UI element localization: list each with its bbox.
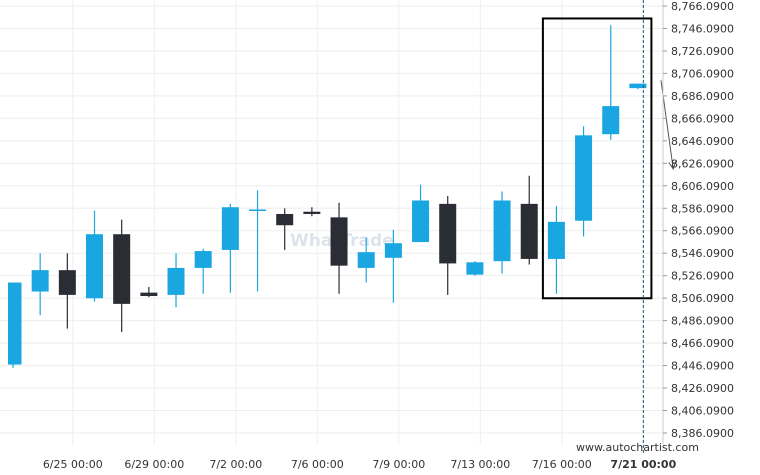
price-tick-label: 8,446.0900 [671, 360, 734, 373]
candle-body-up [575, 135, 593, 221]
price-tick-label: 8,766.0900 [671, 0, 734, 13]
candle-body-up [8, 282, 22, 365]
candle-body-up [412, 200, 430, 243]
time-tick-label: 6/29 00:00 [124, 458, 184, 471]
time-tick-label: 7/2 00:00 [209, 458, 262, 471]
candle-body-up [86, 234, 104, 299]
price-tick-label: 8,386.0900 [671, 427, 734, 440]
time-tick-label: 7/16 00:00 [532, 458, 592, 471]
time-tick-label: 7/6 00:00 [291, 458, 344, 471]
price-tick-label: 8,586.0900 [671, 202, 734, 215]
candle-body-up [547, 221, 565, 259]
price-tick-label: 8,666.0900 [671, 112, 734, 125]
candle-body-up [602, 106, 620, 135]
time-axis-labels: 6/25 00:00 6/29 00:00 7/2 00:00 7/6 00:00 7/… [43, 458, 677, 471]
candle-body-up [249, 209, 267, 211]
candles-group [8, 25, 647, 368]
candle-body-down [330, 217, 348, 266]
candle-body-up [31, 270, 49, 292]
price-tick-label: 8,646.0900 [671, 135, 734, 148]
candle-body-down [439, 203, 457, 264]
credit-text: www.autochartist.com [576, 441, 699, 454]
candle-body-up [629, 83, 647, 89]
candle-body-up [194, 251, 212, 268]
candle-body-up [221, 207, 239, 250]
price-tick-label: 8,486.0900 [671, 315, 734, 328]
price-tick-label: 8,466.0900 [671, 337, 734, 350]
candle-body-down [276, 213, 294, 226]
price-tick-label: 8,526.0900 [671, 270, 734, 283]
candle-body-up [493, 200, 511, 262]
candle-body-down [140, 292, 158, 297]
price-axis-labels: 8,766.0900 8,746.0900 8,726.0900 8,706.0900… [663, 0, 734, 440]
price-tick-label: 8,606.0900 [671, 180, 734, 193]
candle-body-up [167, 267, 185, 295]
price-tick-label: 8,566.0900 [671, 225, 734, 238]
time-tick-label: 6/25 00:00 [43, 458, 103, 471]
price-tick-label: 8,426.0900 [671, 382, 734, 395]
candle-body-up [384, 243, 402, 258]
price-tick-label: 8,686.0900 [671, 90, 734, 103]
candle-body-down [303, 211, 321, 214]
price-tick-label: 8,506.0900 [671, 292, 734, 305]
candle-body-up [357, 252, 375, 268]
arrow-head [668, 161, 677, 171]
time-tick-label: 7/9 00:00 [372, 458, 425, 471]
price-tick-label: 8,726.0900 [671, 45, 734, 58]
time-tick-label: 7/13 00:00 [450, 458, 510, 471]
price-tick-label: 8,626.0900 [671, 157, 734, 170]
price-tick-label: 8,706.0900 [671, 67, 734, 80]
candle-body-down [113, 234, 131, 304]
time-tick-label: 7/21 00:00 [610, 458, 676, 471]
candle-body-up [466, 262, 484, 275]
highlight-box [541, 17, 653, 300]
price-tick-label: 8,406.0900 [671, 405, 734, 418]
price-tick-label: 8,746.0900 [671, 22, 734, 35]
candle-body-down [520, 203, 538, 259]
candle-body-down [58, 270, 76, 295]
price-tick-label: 8,546.0900 [671, 247, 734, 260]
